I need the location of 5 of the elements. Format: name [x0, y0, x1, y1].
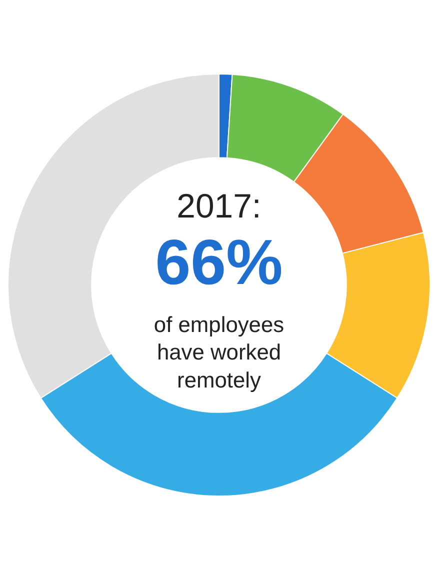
text: 66% [155, 227, 283, 298]
text: have worked [156, 340, 282, 365]
text: of employees [154, 312, 284, 337]
text: 2017: [176, 187, 262, 226]
text: remotely [177, 368, 262, 393]
